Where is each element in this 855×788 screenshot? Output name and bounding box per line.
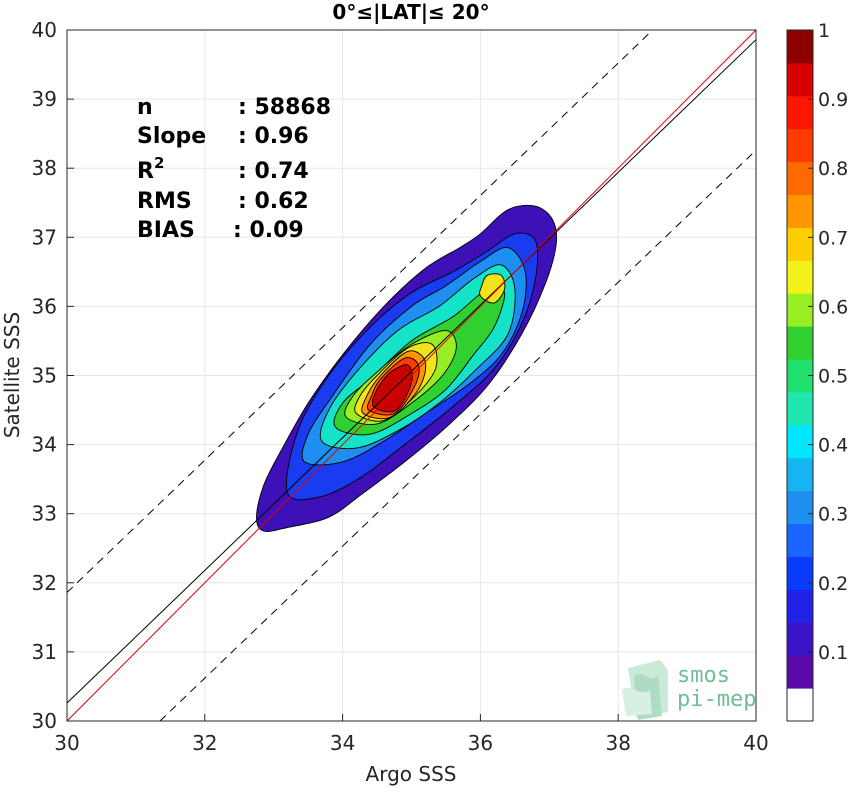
smos-pi-mep-logo: smos pi-mep bbox=[622, 660, 756, 720]
y-axis-ticks: 30 31 32 33 34 35 36 37 38 39 40 bbox=[32, 18, 74, 733]
y-tick-label: 34 bbox=[32, 433, 57, 457]
stat-bias-label: BIAS bbox=[137, 218, 195, 243]
x-tick-label: 38 bbox=[605, 731, 630, 755]
identity-line bbox=[66, 29, 757, 722]
colorbar-segment bbox=[787, 293, 813, 327]
contour-level-0.65 bbox=[479, 273, 506, 304]
colorbar-segment bbox=[787, 194, 813, 228]
colorbar-segment bbox=[787, 490, 813, 525]
colorbar-segment bbox=[787, 391, 813, 426]
stat-r2-value: : 0.74 bbox=[238, 159, 309, 184]
y-tick-label: 36 bbox=[32, 294, 57, 318]
colorbar-segment bbox=[787, 424, 813, 459]
upper-bound-line bbox=[66, 29, 653, 593]
stat-r2-letter: R bbox=[137, 159, 154, 184]
stat-slope-label: Slope bbox=[137, 124, 206, 149]
y-tick-label: 40 bbox=[32, 18, 57, 42]
x-tick-label: 34 bbox=[330, 731, 355, 755]
stats-box: n : 58868 Slope : 0.96 R2 : 0.74 RMS : 0… bbox=[137, 95, 331, 243]
x-tick-label: 32 bbox=[192, 731, 217, 755]
colorbar-segment bbox=[787, 622, 813, 656]
colorbar-segment bbox=[787, 457, 813, 492]
colorbar-tick-label: 0.4 bbox=[818, 435, 848, 457]
colorbar-segment bbox=[787, 326, 813, 360]
logo-line2: pi-mep bbox=[677, 687, 756, 712]
colorbar-segment bbox=[787, 95, 813, 130]
stat-r2-label: R2 bbox=[137, 154, 164, 184]
x-axis-ticks: 30 32 34 36 38 40 bbox=[54, 714, 769, 755]
colorbar-segment bbox=[787, 227, 813, 261]
colorbar-segment bbox=[787, 128, 813, 163]
colorbar-segment bbox=[787, 30, 813, 64]
stat-slope-value: : 0.96 bbox=[238, 124, 309, 149]
colorbar-segment bbox=[787, 589, 813, 623]
y-tick-label: 31 bbox=[32, 640, 57, 664]
colorbar-segment bbox=[787, 260, 813, 294]
colorbar-tick-label: 0.9 bbox=[818, 89, 848, 111]
x-tick-label: 40 bbox=[743, 731, 768, 755]
lower-bound-line bbox=[159, 149, 757, 722]
stat-r2-superscript: 2 bbox=[154, 154, 164, 172]
stat-n-label: n bbox=[137, 95, 153, 120]
y-axis-label: Satellite SSS bbox=[0, 312, 24, 438]
logo-line1: smos bbox=[677, 663, 730, 688]
colorbar-tick-label: 1 bbox=[818, 20, 830, 42]
stat-rms-label: RMS bbox=[137, 189, 192, 214]
stat-bias-value: : 0.09 bbox=[233, 218, 304, 243]
reference-lines bbox=[66, 29, 757, 722]
y-tick-label: 39 bbox=[32, 87, 57, 111]
x-tick-label: 36 bbox=[468, 731, 493, 755]
colorbar-tick-label: 0.6 bbox=[818, 296, 848, 318]
colorbar-tick-label: 0.5 bbox=[818, 366, 848, 388]
logo-waves-icon bbox=[622, 660, 668, 720]
colorbar-segment bbox=[787, 523, 813, 557]
chart-title: 0°≤|LAT|≤ 20° bbox=[332, 0, 489, 24]
colorbar-tick-label: 0.2 bbox=[818, 573, 848, 595]
density-contours bbox=[256, 204, 558, 532]
x-tick-label: 30 bbox=[54, 731, 79, 755]
stat-rms-value: : 0.62 bbox=[238, 189, 309, 214]
y-tick-label: 30 bbox=[32, 709, 57, 733]
colorbar-segment bbox=[787, 655, 813, 689]
colorbar-tick-label: 0.3 bbox=[818, 504, 848, 526]
colorbar-ticks: 0.1 0.2 0.3 0.4 0.5 0.6 0.7 0.8 0.9 1 bbox=[808, 20, 848, 664]
colorbar-segment bbox=[787, 556, 813, 590]
colorbar-segment bbox=[787, 161, 813, 196]
regression-line bbox=[66, 39, 757, 704]
colorbar-segment bbox=[787, 62, 813, 97]
colorbar-tick-label: 0.7 bbox=[818, 227, 848, 249]
colorbar-segment bbox=[787, 688, 813, 722]
y-tick-label: 37 bbox=[32, 225, 57, 249]
y-tick-label: 32 bbox=[32, 571, 57, 595]
y-tick-label: 35 bbox=[32, 364, 57, 388]
colorbar-tick-label: 0.8 bbox=[818, 158, 848, 180]
y-tick-label: 33 bbox=[32, 502, 57, 526]
x-axis-label: Argo SSS bbox=[366, 762, 457, 786]
colorbar-tick-label: 0.1 bbox=[818, 642, 848, 664]
y-tick-label: 38 bbox=[32, 156, 57, 180]
colorbar bbox=[787, 30, 813, 722]
stat-n-value: : 58868 bbox=[238, 95, 331, 120]
